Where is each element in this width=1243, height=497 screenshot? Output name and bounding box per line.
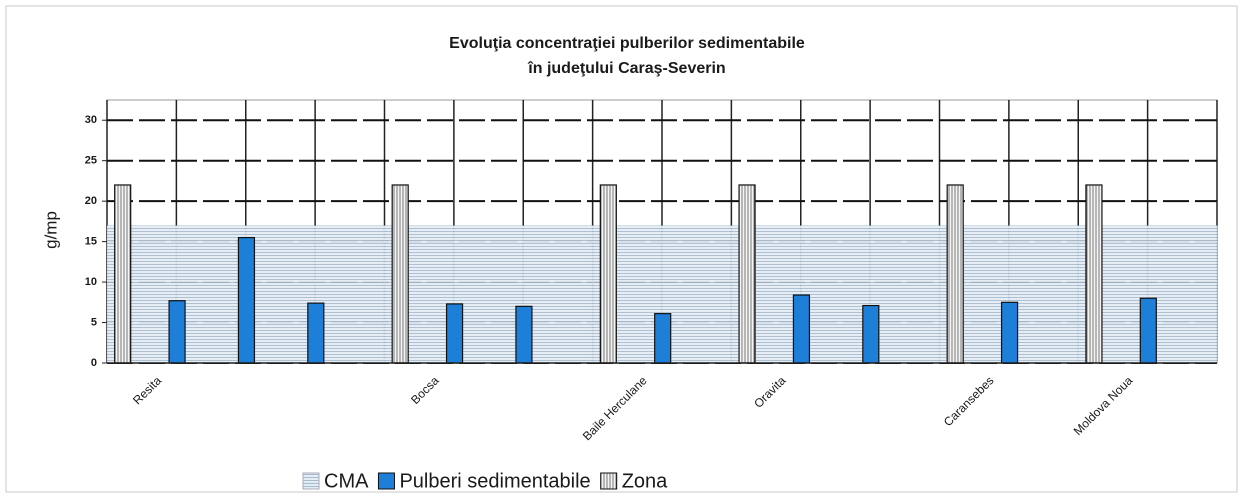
legend-label: Zona xyxy=(622,470,668,492)
y-axis-label: g/mp xyxy=(41,211,60,249)
cma-area xyxy=(1008,225,1079,363)
pulberi-bar xyxy=(445,303,464,364)
legend-label: CMA xyxy=(324,470,369,492)
zona-bar xyxy=(599,184,617,364)
pulberi-bar xyxy=(654,313,672,364)
frame xyxy=(5,5,1238,493)
pulberi-bar xyxy=(1000,301,1019,364)
x-tick-label: Baile Herculane xyxy=(580,373,650,443)
zona-bar xyxy=(738,184,756,364)
cma-area xyxy=(523,225,594,363)
zona-bar xyxy=(1085,184,1103,364)
cma-area xyxy=(245,225,316,363)
y-tick-label: 5 xyxy=(91,316,97,328)
pulberi-bar xyxy=(515,305,533,364)
pulberi-bar xyxy=(792,294,811,364)
x-tick-label: Resita xyxy=(130,373,164,407)
y-tick-label: 30 xyxy=(85,114,97,126)
zona-bar xyxy=(114,184,132,364)
legend-swatch xyxy=(302,472,320,490)
pulberi-bar xyxy=(862,304,880,364)
y-tick-label: 10 xyxy=(85,276,97,288)
cma-area xyxy=(870,225,940,363)
zona-bar xyxy=(391,184,409,364)
y-tick-label: 0 xyxy=(91,357,97,369)
cma-area xyxy=(176,225,247,363)
y-tick-label: 20 xyxy=(85,195,97,207)
legend-label: Pulberi sedimentabile xyxy=(399,470,590,492)
cma-area xyxy=(800,225,871,363)
y-tick-label: 15 xyxy=(85,236,97,248)
chart-title: Evoluţia concentraţiei pulberilor sedime… xyxy=(449,35,805,52)
cma-area xyxy=(315,225,385,363)
x-tick-label: Moldova Noua xyxy=(1071,373,1136,438)
legend-swatch xyxy=(600,472,618,490)
x-tick-label: Caransebes xyxy=(941,373,997,429)
pulberi-bar xyxy=(237,236,256,364)
cma-area xyxy=(662,225,732,363)
x-tick-label: Bocsa xyxy=(408,373,442,407)
pulberi-bar xyxy=(1139,297,1157,364)
pulberi-bar xyxy=(307,302,325,364)
zona-bar xyxy=(946,184,964,364)
chart-title: în judeţului Caraş-Severin xyxy=(527,60,725,77)
pulberi-bar xyxy=(168,300,186,364)
y-tick-label: 25 xyxy=(85,155,97,167)
cma-area xyxy=(1147,225,1218,363)
cma-area xyxy=(453,225,524,363)
x-tick-label: Oravita xyxy=(751,373,788,410)
legend-swatch xyxy=(377,472,395,490)
